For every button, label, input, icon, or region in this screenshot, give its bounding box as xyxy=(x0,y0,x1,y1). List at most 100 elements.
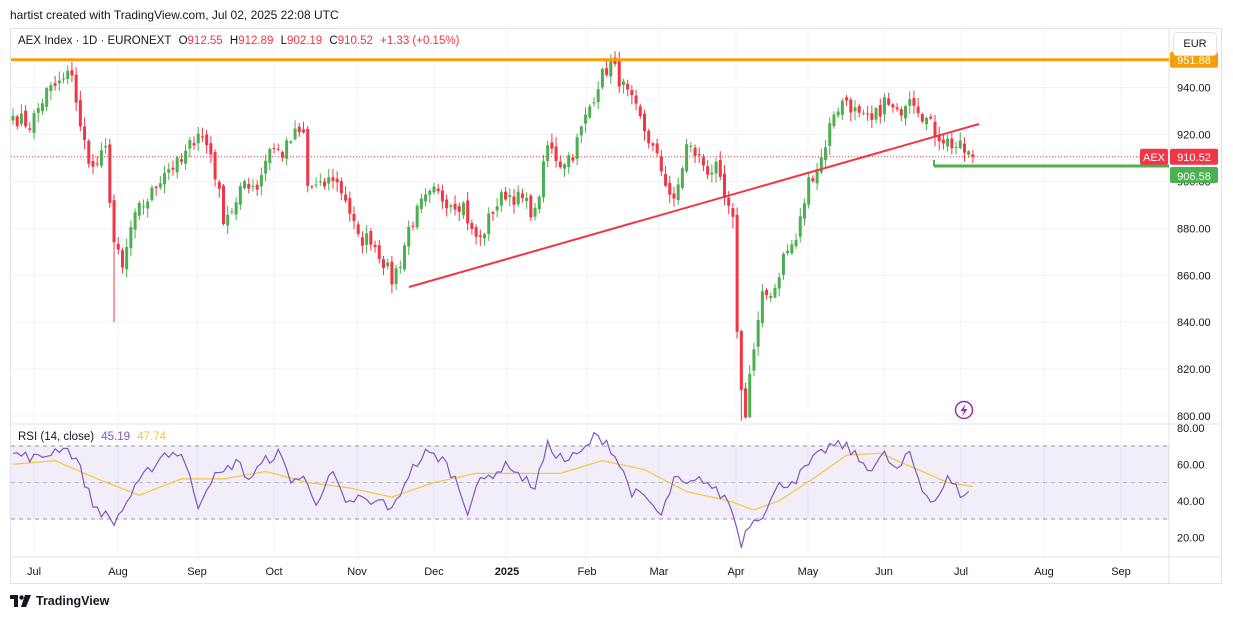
candle xyxy=(962,143,966,153)
rsi-tick-label: 40.00 xyxy=(1177,496,1205,508)
candle xyxy=(188,140,192,149)
candle xyxy=(790,244,794,254)
candle xyxy=(373,244,377,248)
candle xyxy=(840,100,844,115)
candle xyxy=(129,227,133,249)
candle xyxy=(520,193,524,198)
candle xyxy=(954,146,958,148)
time-tick-label: Dec xyxy=(424,566,444,578)
candle xyxy=(133,212,137,230)
candle xyxy=(99,150,103,166)
chart-caption: hartist created with TradingView.com, Ju… xyxy=(10,8,339,22)
rsi-label[interactable]: RSI (14, close) xyxy=(18,431,95,443)
candle xyxy=(525,197,529,202)
candle xyxy=(874,108,878,120)
candle xyxy=(45,88,49,107)
close-value: 910.52 xyxy=(337,35,373,47)
candle xyxy=(280,152,284,158)
candle xyxy=(289,141,293,144)
candle xyxy=(209,143,213,155)
candle xyxy=(478,235,482,237)
candle xyxy=(196,133,200,144)
candle xyxy=(811,178,815,182)
candle xyxy=(634,95,638,104)
candle xyxy=(222,185,225,224)
candle xyxy=(352,213,356,222)
candle xyxy=(579,126,583,136)
candle xyxy=(697,154,701,156)
candle xyxy=(205,134,209,146)
candle xyxy=(297,126,301,133)
candle xyxy=(264,160,268,174)
high-value: 912.89 xyxy=(238,35,274,47)
price-legend: AEX Index · 1D · EURONEXT O912.55 H912.8… xyxy=(18,35,463,47)
candle xyxy=(377,245,381,260)
candle xyxy=(748,373,752,417)
candle xyxy=(967,151,971,155)
candle xyxy=(621,81,625,86)
candle xyxy=(335,178,339,183)
time-tick-label: Sep xyxy=(1111,566,1131,578)
time-tick-label: Jul xyxy=(27,566,41,578)
candle xyxy=(432,186,436,193)
symbol-label[interactable]: AEX Index · 1D · EURONEXT xyxy=(18,35,172,47)
candle xyxy=(87,140,91,164)
candle xyxy=(630,90,634,96)
candle xyxy=(744,388,748,418)
candle xyxy=(550,142,554,149)
candle xyxy=(950,138,954,149)
time-tick-label: Jul xyxy=(954,566,968,578)
candle xyxy=(861,112,865,114)
candle xyxy=(154,186,158,189)
candle xyxy=(512,196,516,205)
currency-button[interactable]: EUR xyxy=(1173,32,1217,56)
candle xyxy=(57,80,61,84)
candle xyxy=(609,58,613,77)
candle xyxy=(546,145,550,161)
tradingview-logo[interactable]: TradingView xyxy=(10,594,109,608)
candle xyxy=(668,182,672,195)
low-value: 902.19 xyxy=(287,35,323,47)
candle xyxy=(714,161,718,174)
candle xyxy=(411,225,415,227)
candle xyxy=(407,226,411,247)
rsi-ma-value: 47.74 xyxy=(137,431,167,443)
candle xyxy=(108,144,112,203)
candle xyxy=(483,234,487,239)
candle xyxy=(541,161,545,198)
candle xyxy=(255,184,259,190)
candle xyxy=(457,206,461,212)
candle xyxy=(495,206,499,211)
candle xyxy=(584,114,588,124)
candle xyxy=(365,233,369,245)
time-tick-label: Nov xyxy=(347,566,367,578)
candle xyxy=(739,330,743,391)
rsi-line xyxy=(12,431,970,548)
candle xyxy=(647,130,651,144)
time-tick-label: Apr xyxy=(727,566,744,578)
candle xyxy=(920,114,924,122)
candle xyxy=(53,83,57,86)
candle xyxy=(70,70,74,76)
candle xyxy=(798,216,802,237)
candle xyxy=(453,203,457,210)
candle xyxy=(765,289,769,296)
candle xyxy=(356,224,360,234)
candle xyxy=(125,247,129,270)
candle xyxy=(272,147,276,149)
candle xyxy=(617,60,621,87)
trend-line[interactable] xyxy=(408,123,980,288)
candle xyxy=(104,145,108,148)
candle xyxy=(19,113,23,125)
candle xyxy=(815,169,819,184)
candle xyxy=(659,156,663,172)
close-label: C xyxy=(329,35,338,47)
candle xyxy=(781,253,785,275)
candle xyxy=(394,268,398,285)
candle xyxy=(904,106,908,119)
candle xyxy=(466,200,470,224)
candle xyxy=(693,147,697,157)
candle xyxy=(403,245,407,270)
candle xyxy=(158,183,162,188)
